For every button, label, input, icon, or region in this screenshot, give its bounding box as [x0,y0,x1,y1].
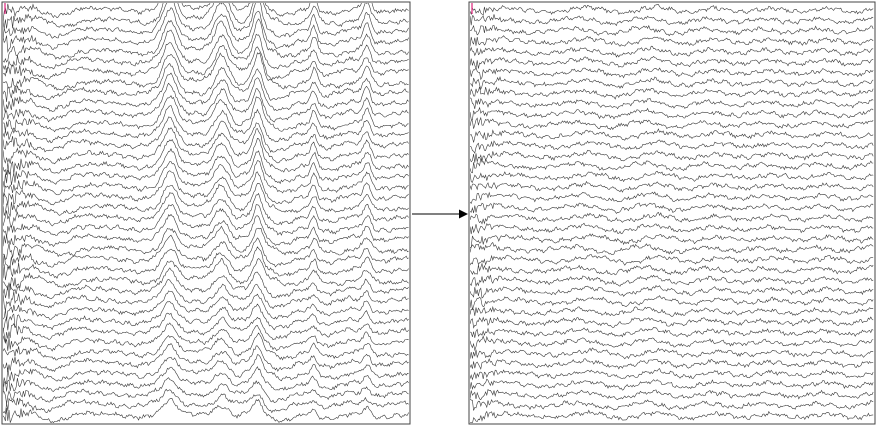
before-trace [3,95,409,134]
before-trace [3,7,409,53]
after-trace [470,106,874,121]
before-trace [3,366,409,394]
after-trace [470,86,874,100]
before-trace [3,225,409,260]
before-trace [3,105,409,144]
before-trace [3,182,409,217]
before-trace [3,63,409,103]
after-trace [470,274,874,288]
before-trace [3,72,409,113]
after-trace [470,170,874,183]
before-trace [3,148,409,188]
before-trace [3,267,409,300]
before-panel [1,1,411,425]
after-trace [470,4,874,16]
after-trace [470,368,874,381]
before-trace [3,160,409,197]
after-panel [468,1,876,425]
after-trace [470,35,874,47]
before-trace [3,3,409,40]
after-panel-frame [468,1,876,425]
before-trace [3,332,409,361]
after-trace [470,222,874,235]
after-trace [470,335,874,352]
before-panel-frame [1,1,411,425]
before-trace [3,279,409,312]
after-trace [470,398,874,411]
before-trace [3,170,409,206]
before-trace [3,322,409,352]
after-trace [470,76,874,91]
after-trace [470,378,874,391]
after-trace [470,24,874,37]
after-trace [470,295,874,310]
before-trace [3,116,409,153]
before-trace [3,213,409,247]
after-trace [470,14,874,27]
after-trace [470,284,874,299]
before-trace [3,3,409,29]
after-trace [470,409,874,423]
after-trace [470,66,874,81]
before-trace [3,343,409,373]
after-trace [470,158,874,174]
after-trace [470,211,874,225]
before-trace [3,203,409,238]
before-trace [3,301,409,332]
after-trace [470,305,874,317]
before-trace [3,3,409,23]
after-trace [470,347,874,360]
after-trace [470,45,874,58]
after-trace [470,316,874,329]
after-trace [470,149,874,163]
before-trace [3,388,409,415]
before-trace [3,138,409,176]
after-trace [470,128,874,143]
before-trace [3,257,409,291]
after-trace [470,254,874,266]
before-trace [3,354,409,387]
before-trace [3,398,409,423]
after-trace [470,327,874,338]
before-traces [3,3,409,423]
before-trace [3,246,409,281]
after-trace [470,55,874,70]
before-trace [3,82,409,123]
after-trace [470,180,874,193]
before-trace [3,312,409,343]
after-trace [470,358,874,370]
before-trace [3,42,409,81]
before-trace [3,18,409,63]
after-trace [470,262,874,276]
before-trace [3,290,409,321]
after-trace [470,139,874,154]
before-trace [3,234,409,269]
after-traces [470,4,874,423]
before-trace [3,192,409,228]
after-trace [470,202,874,214]
before-trace [3,377,409,404]
after-trace [470,97,874,110]
after-trace [470,388,874,401]
after-trace [470,233,874,248]
after-trace [470,116,874,130]
before-trace [3,52,409,91]
after-trace [470,242,874,256]
before-trace [3,127,409,165]
after-trace [470,191,874,204]
before-trace [3,29,409,73]
arrow-connector [412,209,468,219]
